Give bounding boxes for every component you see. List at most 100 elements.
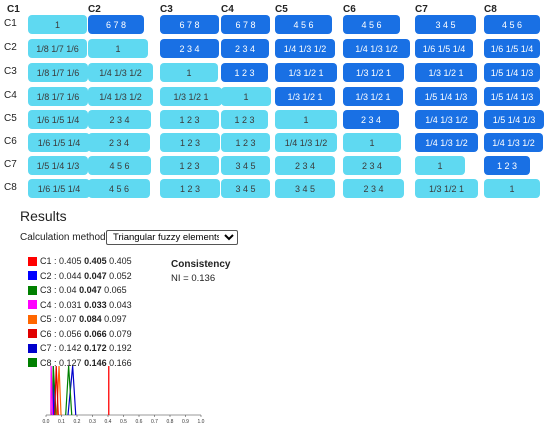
matrix-cell-r5-c8[interactable]: 1/5 1/4 1/3 <box>484 110 544 129</box>
legend-name: C8 <box>40 357 52 368</box>
matrix-cell-r5-c3[interactable]: 1 2 3 <box>160 110 219 129</box>
legend-swatch <box>28 343 37 353</box>
matrix-cell-r7-c2[interactable]: 4 5 6 <box>88 156 151 175</box>
matrix-cell-r7-c4[interactable]: 3 4 5 <box>221 156 270 175</box>
row-header-c5: C5 <box>4 113 17 124</box>
matrix-cell-r1-c7[interactable]: 3 4 5 <box>415 15 476 34</box>
matrix-cell-r5-c2[interactable]: 2 3 4 <box>88 110 151 129</box>
legend-name: C4 <box>40 299 52 310</box>
legend-lower: 0.405 <box>59 256 82 266</box>
matrix-cell-r6-c4[interactable]: 1 2 3 <box>221 133 270 152</box>
matrix-cell-r2-c5[interactable]: 1/4 1/3 1/2 <box>275 39 335 58</box>
matrix-cell-r7-c3[interactable]: 1 2 3 <box>160 156 219 175</box>
legend-upper: 0.052 <box>109 270 132 281</box>
matrix-cell-r2-c4[interactable]: 2 3 4 <box>221 39 269 58</box>
matrix-cell-r3-c8[interactable]: 1/5 1/4 1/3 <box>484 63 540 82</box>
calculation-method-select[interactable]: Triangular fuzzy elements <box>106 230 238 245</box>
matrix-cell-r2-c6[interactable]: 1/4 1/3 1/2 <box>343 39 410 58</box>
legend-item-c1: C1 : 0.405 0.405 0.405 <box>28 256 132 266</box>
matrix-cell-r2-c7[interactable]: 1/6 1/5 1/4 <box>415 39 473 58</box>
legend-sep: : <box>51 357 60 368</box>
matrix-cell-r6-c6[interactable]: 1 <box>343 133 401 152</box>
matrix-cell-r5-c1[interactable]: 1/6 1/5 1/4 <box>28 110 88 129</box>
matrix-cell-r4-c3[interactable]: 1/3 1/2 1 <box>160 87 222 106</box>
legend-sep: : <box>51 314 60 324</box>
legend-name: C2 <box>40 270 52 281</box>
x-tick-label: 0.0 <box>43 419 50 425</box>
matrix-cell-r4-c4[interactable]: 1 <box>221 87 271 106</box>
matrix-cell-r3-c3[interactable]: 1 <box>160 63 218 82</box>
matrix-cell-r6-c1[interactable]: 1/6 1/5 1/4 <box>28 133 90 152</box>
x-tick-label: 0.7 <box>151 419 158 425</box>
matrix-cell-r8-c2[interactable]: 4 5 6 <box>88 179 150 198</box>
consistency-title: Consistency <box>171 259 231 270</box>
matrix-cell-r6-c2[interactable]: 2 3 4 <box>88 133 150 152</box>
matrix-cell-r1-c2[interactable]: 6 7 8 <box>88 15 144 34</box>
matrix-cell-r3-c5[interactable]: 1/3 1/2 1 <box>275 63 337 82</box>
matrix-cell-r7-c8[interactable]: 1 2 3 <box>484 156 530 175</box>
legend-swatch <box>28 358 37 367</box>
matrix-cell-r8-c5[interactable]: 3 4 5 <box>275 179 335 198</box>
matrix-cell-r7-c6[interactable]: 2 3 4 <box>343 156 401 175</box>
matrix-cell-r5-c5[interactable]: 1 <box>275 110 337 129</box>
matrix-cell-r8-c7[interactable]: 1/3 1/2 1 <box>415 179 478 198</box>
legend-swatch <box>28 285 37 295</box>
matrix-cell-r4-c8[interactable]: 1/5 1/4 1/3 <box>484 87 540 106</box>
matrix-cell-r7-c1[interactable]: 1/5 1/4 1/3 <box>28 156 88 175</box>
column-header-c8: C8 <box>484 4 497 15</box>
matrix-cell-r6-c3[interactable]: 1 2 3 <box>160 133 220 152</box>
matrix-cell-r2-c3[interactable]: 2 3 4 <box>160 39 219 58</box>
series-c4 <box>50 365 54 416</box>
matrix-cell-r1-c5[interactable]: 4 5 6 <box>275 15 332 34</box>
matrix-cell-r8-c6[interactable]: 2 3 4 <box>343 179 404 198</box>
matrix-cell-r4-c7[interactable]: 1/5 1/4 1/3 <box>415 87 477 106</box>
column-header-c3: C3 <box>160 4 173 15</box>
legend-middle: 0.405 <box>84 256 107 266</box>
row-header-c1: C1 <box>4 18 17 29</box>
matrix-cell-r2-c2[interactable]: 1 <box>88 39 148 58</box>
matrix-cell-r1-c8[interactable]: 4 5 6 <box>484 15 540 34</box>
row-header-c3: C3 <box>4 66 17 77</box>
matrix-cell-r6-c7[interactable]: 1/4 1/3 1/2 <box>415 133 478 152</box>
matrix-cell-r7-c5[interactable]: 2 3 4 <box>275 156 335 175</box>
legend-lower: 0.142 <box>59 343 82 353</box>
legend-name: C6 <box>40 328 52 339</box>
matrix-cell-r8-c8[interactable]: 1 <box>484 179 540 198</box>
matrix-cell-r4-c1[interactable]: 1/8 1/7 1/6 <box>28 87 88 106</box>
row-header-c2: C2 <box>4 42 17 53</box>
matrix-cell-r2-c1[interactable]: 1/8 1/7 1/6 <box>28 39 87 58</box>
column-header-c1: C1 <box>7 4 20 15</box>
matrix-cell-r3-c6[interactable]: 1/3 1/2 1 <box>343 63 404 82</box>
matrix-cell-r5-c6[interactable]: 2 3 4 <box>343 110 399 129</box>
matrix-cell-r4-c2[interactable]: 1/4 1/3 1/2 <box>88 87 153 106</box>
matrix-cell-r8-c1[interactable]: 1/6 1/5 1/4 <box>28 179 90 198</box>
legend-name: C1 <box>40 256 52 266</box>
matrix-cell-r2-c8[interactable]: 1/6 1/5 1/4 <box>484 39 540 58</box>
legend-sep: : <box>51 343 60 353</box>
matrix-cell-r6-c5[interactable]: 1/4 1/3 1/2 <box>275 133 337 152</box>
matrix-cell-r3-c2[interactable]: 1/4 1/3 1/2 <box>88 63 153 82</box>
legend-upper: 0.097 <box>104 314 127 324</box>
matrix-cell-r3-c1[interactable]: 1/8 1/7 1/6 <box>28 63 88 82</box>
matrix-cell-r8-c4[interactable]: 3 4 5 <box>221 179 270 198</box>
matrix-cell-r4-c5[interactable]: 1/3 1/2 1 <box>275 87 335 106</box>
matrix-cell-r3-c4[interactable]: 1 2 3 <box>221 63 268 82</box>
matrix-cell-r4-c6[interactable]: 1/3 1/2 1 <box>343 87 403 106</box>
legend-sep: : <box>51 328 60 339</box>
matrix-cell-r8-c3[interactable]: 1 2 3 <box>160 179 220 198</box>
matrix-cell-r7-c7[interactable]: 1 <box>415 156 465 175</box>
matrix-cell-r3-c7[interactable]: 1/3 1/2 1 <box>415 63 477 82</box>
matrix-cell-r1-c3[interactable]: 6 7 8 <box>160 15 219 34</box>
matrix-cell-r6-c8[interactable]: 1/4 1/3 1/2 <box>484 133 543 152</box>
series-c6 <box>54 365 59 416</box>
legend-sep: : <box>51 270 60 281</box>
legend-item-c6: C6 : 0.056 0.066 0.079 <box>28 329 132 339</box>
column-header-c5: C5 <box>275 4 288 15</box>
matrix-cell-r5-c7[interactable]: 1/4 1/3 1/2 <box>415 110 478 129</box>
matrix-cell-r1-c4[interactable]: 6 7 8 <box>221 15 270 34</box>
legend-upper: 0.192 <box>109 343 132 353</box>
matrix-cell-r1-c6[interactable]: 4 5 6 <box>343 15 400 34</box>
series-c7 <box>67 365 77 416</box>
matrix-cell-r5-c4[interactable]: 1 2 3 <box>221 110 268 129</box>
matrix-cell-r1-c1[interactable]: 1 <box>28 15 87 34</box>
